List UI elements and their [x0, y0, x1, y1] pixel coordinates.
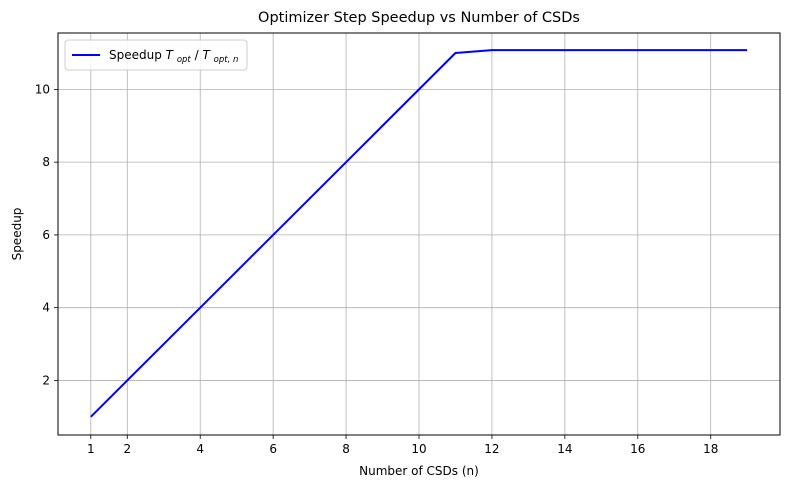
series-layer [90, 49, 748, 418]
x-tick-label: 14 [557, 442, 572, 456]
legend-label-t2: T [202, 48, 211, 62]
x-tick-label: 10 [411, 442, 426, 456]
y-tick-label: 8 [42, 155, 50, 169]
legend-label-sub1: opt [177, 55, 192, 65]
x-tick-label: 4 [196, 442, 204, 456]
y-tick-label: 2 [42, 373, 50, 387]
legend-label-slash: / [195, 48, 200, 62]
legend-label-t1: T [166, 48, 175, 62]
chart-title: Optimizer Step Speedup vs Number of CSDs [258, 10, 580, 26]
x-tick-label: 6 [269, 442, 277, 456]
y-tick-label: 6 [42, 228, 50, 242]
x-tick-label: 18 [703, 442, 718, 456]
x-tick-label: 12 [484, 442, 499, 456]
x-tick-label: 8 [342, 442, 350, 456]
x-tick-label: 1 [87, 442, 95, 456]
legend-label-main: Speedup [109, 48, 166, 62]
legend-label-sub2: opt, n [214, 55, 239, 65]
x-axis-label: Number of CSDs (n) [359, 464, 479, 478]
x-tick-label: 2 [123, 442, 131, 456]
legend-label: Speedup T opt / T opt, n [109, 48, 238, 65]
y-axis-label: Speedup [10, 208, 24, 261]
x-tick-label: 16 [630, 442, 645, 456]
y-tick-label: 10 [35, 82, 50, 96]
series-line [90, 49, 748, 418]
legend: Speedup T opt / T opt, n [64, 39, 248, 71]
legend-box [64, 39, 248, 71]
y-tick-label: 4 [42, 301, 50, 315]
grid [58, 33, 780, 435]
